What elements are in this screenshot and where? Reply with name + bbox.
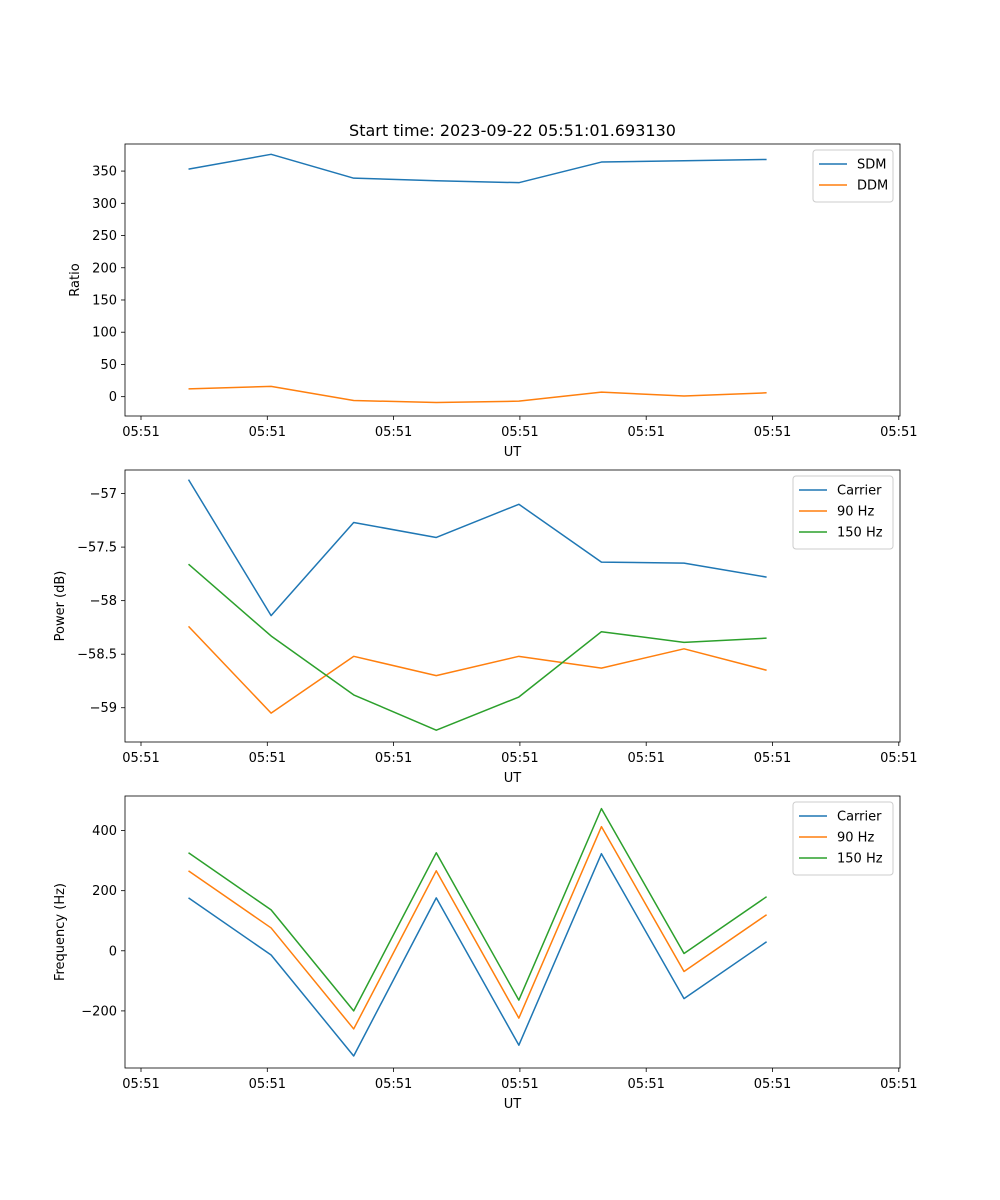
series-line-ddm: [188, 385, 767, 404]
plots: 05:5105:5105:5105:5105:5105:5105:5105:52…: [53, 143, 918, 1112]
x-axis-label: UT: [504, 771, 522, 786]
y-tick-label: 250: [92, 229, 117, 244]
y-tick-label: 200: [92, 884, 117, 899]
series-line-150-hz: [188, 807, 768, 1012]
x-tick-label: 05:51: [501, 751, 538, 766]
x-tick-label: 05:51: [627, 1077, 664, 1092]
y-tick-label: −57: [90, 487, 117, 502]
series-line-carrier: [188, 852, 768, 1057]
legend-label: 150 Hz: [837, 852, 883, 867]
legend-box: [792, 801, 894, 876]
x-tick-label: 05:51: [754, 1077, 791, 1092]
x-tick-label: 05:51: [754, 425, 791, 440]
subplot-3: 05:5105:5105:5105:5105:5105:5105:5105:52…: [53, 795, 918, 1112]
legend-label: Carrier: [837, 484, 882, 499]
y-tick-label: −57.5: [77, 541, 117, 556]
legend-box: [812, 149, 894, 203]
x-tick-label: 05:51: [754, 751, 791, 766]
legend-label: DDM: [857, 179, 888, 194]
x-tick-label: 05:51: [122, 751, 159, 766]
y-tick-label: −58: [90, 594, 117, 609]
x-tick-label: 05:51: [880, 425, 917, 440]
x-tick-label: 05:51: [249, 425, 286, 440]
series-line-90-hz: [188, 825, 768, 1030]
series-line-150-hz: [188, 563, 767, 731]
y-tick-label: 300: [92, 197, 117, 212]
legend-label: 90 Hz: [837, 831, 874, 846]
y-tick-label: 350: [92, 165, 117, 180]
x-tick-label: 05:51: [375, 751, 412, 766]
x-tick-label: 05:51: [880, 1077, 917, 1092]
x-tick-label: 05:51: [880, 751, 917, 766]
series-line-sdm: [188, 153, 767, 184]
x-tick-label: 05:51: [627, 425, 664, 440]
y-axis-label: Frequency (Hz): [53, 883, 68, 981]
y-tick-label: 100: [92, 326, 117, 341]
axes-frame: [124, 795, 901, 1069]
subplot-1: 05:5105:5105:5105:5105:5105:5105:5105:52…: [68, 143, 918, 460]
x-tick-label: 05:51: [501, 1077, 538, 1092]
y-axis-label: Ratio: [68, 263, 83, 296]
y-tick-label: −200: [81, 1004, 117, 1019]
legend-label: 90 Hz: [837, 505, 874, 520]
y-tick-label: 150: [92, 293, 117, 308]
y-tick-label: 200: [92, 261, 117, 276]
x-tick-label: 05:51: [249, 1077, 286, 1092]
y-tick-label: 400: [92, 824, 117, 839]
axes-frame: [124, 143, 901, 417]
y-tick-label: −58.5: [77, 648, 117, 663]
x-axis-label: UT: [504, 1097, 522, 1112]
x-axis-label: UT: [504, 445, 522, 460]
x-tick-label: 05:51: [122, 1077, 159, 1092]
legend-label: 150 Hz: [837, 526, 883, 541]
legend-label: SDM: [857, 158, 886, 173]
y-tick-label: 0: [109, 944, 117, 959]
x-tick-label: 05:51: [375, 1077, 412, 1092]
subplot-2: 05:5105:5105:5105:5105:5105:5105:5105:52…: [53, 469, 918, 786]
x-tick-label: 05:51: [122, 425, 159, 440]
figure-title: Start time: 2023-09-22 05:51:01.693130: [349, 121, 676, 140]
series-line-90-hz: [187, 625, 767, 714]
x-tick-label: 05:51: [375, 425, 412, 440]
y-tick-label: 0: [109, 390, 117, 405]
axes-frame: [124, 469, 901, 743]
series-line-carrier: [187, 479, 767, 617]
legend-box: [792, 475, 894, 550]
y-tick-label: 50: [100, 358, 117, 373]
legend-label: Carrier: [837, 810, 882, 825]
x-tick-label: 05:51: [501, 425, 538, 440]
x-tick-label: 05:51: [627, 751, 664, 766]
y-axis-label: Power (dB): [53, 571, 68, 642]
y-tick-label: −59: [90, 701, 117, 716]
x-tick-label: 05:51: [249, 751, 286, 766]
